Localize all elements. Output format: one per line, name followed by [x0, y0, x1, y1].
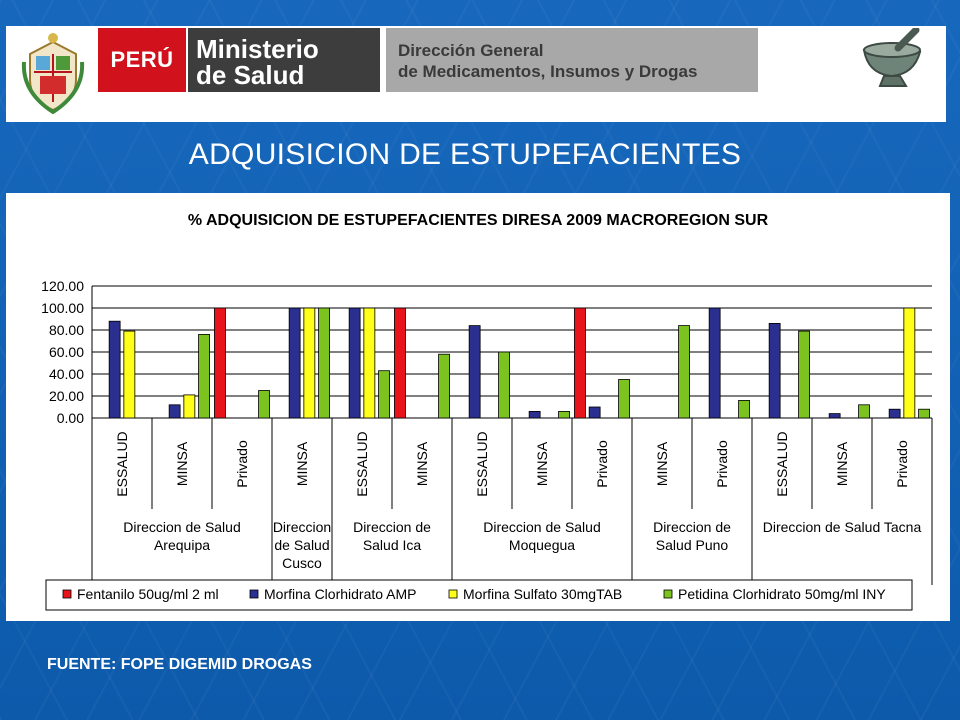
group-label: Direccion de Salud Moquegua [483, 519, 601, 553]
bar-3 [903, 307, 916, 419]
bar-1 [394, 307, 406, 419]
coat-of-arms-icon [21, 33, 85, 114]
legend-swatch [663, 589, 673, 599]
group-label: Direccion de Salud Tacna [763, 519, 922, 535]
x-tick-label: MINSA [174, 441, 190, 486]
bar-4 [198, 333, 210, 419]
bar-1 [574, 307, 586, 419]
bar-2 [168, 404, 181, 419]
x-tick-label: Privado [234, 440, 250, 488]
bar-4 [618, 379, 630, 419]
bar-4 [558, 410, 570, 419]
bar-4 [498, 351, 510, 419]
group-label: Direccion de Salud Cusco [273, 519, 331, 571]
directorate-logo: Dirección General de Medicamentos, Insum… [386, 28, 758, 92]
y-tick-label: 120.00 [41, 278, 84, 294]
legend-swatch [62, 589, 72, 599]
legend-swatch [448, 589, 458, 599]
bar-3 [303, 307, 316, 419]
group-label: Direccion de Salud Ica [353, 519, 431, 553]
x-tick-label: MINSA [294, 441, 310, 486]
header-banner: PERÚ Ministerio de Salud Dirección Gener… [6, 26, 946, 122]
bar-3 [363, 307, 376, 419]
x-tick-label: Privado [714, 440, 730, 488]
bar-4 [438, 353, 450, 419]
bar-4 [918, 408, 930, 419]
bar-chart: % ADQUISICION DE ESTUPEFACIENTES DIRESA … [41, 212, 933, 611]
bar-1 [214, 307, 226, 419]
bar-4 [858, 404, 870, 419]
group-label: Direccion de Salud Puno [653, 519, 731, 553]
bar-2 [708, 307, 721, 419]
bar-4 [378, 370, 390, 419]
chart-panel: % ADQUISICION DE ESTUPEFACIENTES DIRESA … [6, 193, 950, 621]
bar-2 [108, 320, 121, 419]
bar-2 [528, 410, 541, 419]
bar-2 [588, 406, 601, 419]
bar-4 [678, 325, 690, 419]
peru-logo: PERÚ [98, 28, 186, 92]
y-tick-label: 80.00 [49, 322, 84, 338]
bar-2 [468, 325, 481, 419]
legend-label: Morfina Sulfato 30mgTAB [463, 586, 622, 602]
y-tick-label: 20.00 [49, 388, 84, 404]
peru-label: PERÚ [110, 47, 174, 72]
x-tick-label: MINSA [834, 441, 850, 486]
chart-title: % ADQUISICION DE ESTUPEFACIENTES DIRESA … [188, 212, 769, 229]
x-tick-label: Privado [594, 440, 610, 488]
ministry-logo: Ministerio de Salud [188, 28, 380, 92]
bar-4 [318, 307, 330, 419]
group-label: Direccion de Salud Arequipa [123, 519, 241, 553]
x-tick-label: ESSALUD [114, 431, 130, 496]
slide-title: ADQUISICION DE ESTUPEFACIENTES [188, 138, 742, 171]
bar-2 [888, 408, 901, 419]
legend-label: Petidina Clorhidrato 50mg/ml INY [678, 586, 886, 602]
legend-label: Morfina Clorhidrato AMP [264, 586, 417, 602]
bar-4 [798, 330, 810, 419]
x-tick-label: MINSA [654, 441, 670, 486]
source-note: FUENTE: FOPE DIGEMID DROGAS [47, 656, 312, 673]
directorate-line-1: Dirección General [398, 41, 544, 60]
legend-swatch [249, 589, 259, 599]
legend-box [45, 579, 913, 611]
bar-2 [348, 307, 361, 419]
x-tick-label: ESSALUD [354, 431, 370, 496]
x-tick-label: Privado [894, 440, 910, 488]
x-tick-label: ESSALUD [774, 431, 790, 496]
ministry-line-1: Ministerio [196, 34, 319, 64]
y-tick-label: 100.00 [41, 300, 84, 316]
bar-3 [123, 330, 136, 419]
directorate-line-2: de Medicamentos, Insumos y Drogas [398, 62, 698, 81]
bar-4 [738, 399, 750, 419]
bar-2 [768, 322, 781, 419]
ministry-line-2: de Salud [196, 60, 305, 90]
y-tick-label: 40.00 [49, 366, 84, 382]
bar-3 [183, 394, 196, 419]
y-tick-label: 60.00 [49, 344, 84, 360]
bar-2 [828, 413, 841, 419]
mortar-pestle-icon [862, 28, 922, 87]
x-tick-label: MINSA [534, 441, 550, 486]
bar-2 [288, 307, 301, 419]
legend-label: Fentanilo 50ug/ml 2 ml [77, 586, 219, 602]
x-tick-label: ESSALUD [474, 431, 490, 496]
bar-4 [258, 390, 270, 419]
x-tick-label: MINSA [414, 441, 430, 486]
y-tick-label: 0.00 [57, 410, 84, 426]
